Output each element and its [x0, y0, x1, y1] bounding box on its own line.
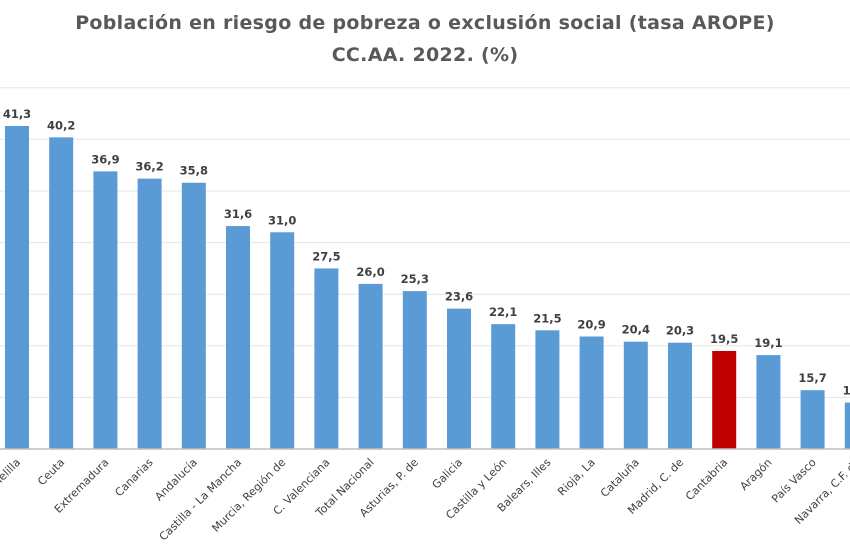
bar-galicia — [447, 308, 471, 449]
data-label: 26,0 — [356, 265, 384, 279]
data-label: 25,3 — [401, 272, 429, 286]
data-label: 19,5 — [710, 332, 738, 346]
bar-total-nacional — [358, 283, 383, 449]
x-tick-label: Murcia, Región de — [209, 456, 288, 535]
bar-castilla-la-mancha — [226, 226, 250, 449]
data-label: 41,3 — [3, 107, 31, 121]
bar-madrid-c-de — [668, 342, 692, 449]
bar-cantabria — [712, 350, 737, 449]
data-label: 27,5 — [312, 249, 340, 263]
data-label: 35,8 — [180, 164, 208, 178]
data-label: 31,0 — [268, 213, 296, 227]
x-tick-label: Cantabria — [683, 456, 730, 503]
bar-andaluc-a — [181, 182, 206, 449]
x-tick-label: Castilla - La Mancha — [157, 456, 244, 543]
data-label: 14,5 — [843, 384, 850, 398]
chart-subtitle: CC.AA. 2022. (%) — [331, 44, 519, 66]
data-label: 36,2 — [135, 160, 163, 174]
chart-title: Población en riesgo de pobreza o exclusi… — [75, 12, 775, 34]
data-label: 36,9 — [91, 152, 119, 166]
data-label: 23,6 — [445, 290, 473, 304]
x-tick-label: Andalucía — [152, 456, 199, 503]
bar-rioja-la — [579, 336, 604, 449]
data-label: 21,5 — [533, 311, 561, 325]
bar-canarias — [137, 178, 162, 449]
bar-ceuta — [49, 137, 74, 449]
data-label: 19,1 — [754, 336, 782, 350]
bar-navarra-c-f-de — [844, 402, 850, 449]
bar-c-valenciana — [314, 268, 339, 449]
data-label: 20,9 — [577, 318, 605, 332]
data-label: 15,7 — [798, 371, 826, 385]
bar-extremadura — [93, 171, 118, 449]
data-label: 20,4 — [622, 323, 650, 337]
bar-melilla — [5, 125, 29, 449]
bar-pa-s-vasco — [800, 390, 825, 449]
data-label: 31,6 — [224, 207, 252, 221]
x-tick-label: Canarias — [112, 456, 155, 499]
x-tick-label: Rioja, La — [555, 456, 597, 498]
bar-catalu-a — [623, 341, 648, 449]
x-tick-label: Melilla — [0, 456, 23, 490]
bar-balears-illes — [535, 330, 560, 449]
bar-murcia-regi-n-de — [270, 232, 295, 449]
x-tick-label: Ceuta — [35, 456, 67, 488]
x-tick-label: Cataluña — [598, 456, 642, 500]
bar-asturias-p-de — [402, 291, 427, 449]
data-label: 22,1 — [489, 305, 517, 319]
data-label: 40,2 — [47, 118, 75, 132]
bar-arag-n — [756, 355, 781, 449]
x-tick-label: Galicia — [430, 456, 466, 492]
x-tick-label: Aragón — [737, 456, 774, 493]
data-label: 20,3 — [666, 324, 694, 338]
bar-castilla-y-le-n — [491, 324, 516, 449]
